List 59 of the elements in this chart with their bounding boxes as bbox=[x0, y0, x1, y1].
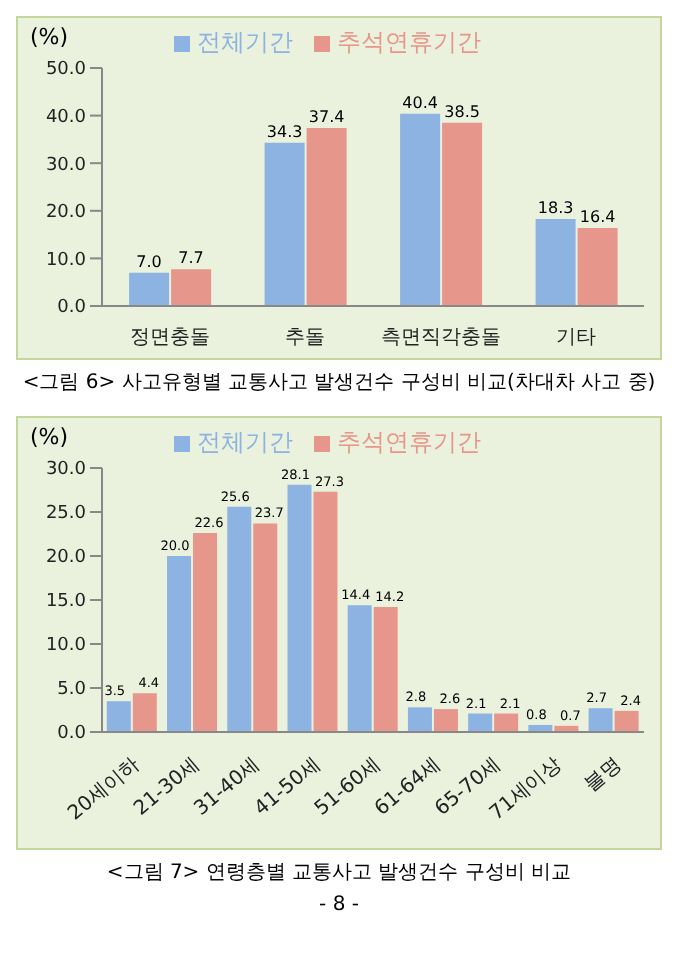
y-tick-label: 30.0 bbox=[45, 155, 87, 176]
data-label: 7.7 bbox=[178, 249, 204, 268]
y-tick-label: 0.0 bbox=[57, 724, 87, 745]
bar bbox=[407, 707, 432, 732]
x-tick-label: 기타 bbox=[556, 326, 597, 349]
y-tick-label: 30.0 bbox=[45, 460, 87, 481]
bar bbox=[306, 127, 347, 306]
legend-label: 전체기간 bbox=[197, 428, 293, 456]
bar bbox=[494, 713, 519, 732]
text: <그림 6> 사고유형별 교통사고 발생건수 구성비 비교(차대차 사고 중) bbox=[20, 370, 658, 396]
bar bbox=[167, 556, 192, 732]
bar bbox=[373, 607, 398, 732]
bar bbox=[577, 227, 618, 306]
data-label: 16.4 bbox=[579, 207, 616, 226]
bar bbox=[253, 523, 278, 732]
x-tick-label: 불명 bbox=[581, 753, 626, 797]
data-label: 7.0 bbox=[136, 252, 162, 271]
legend-label: 전체기간 bbox=[197, 28, 293, 56]
y-tick-label: 0.0 bbox=[57, 298, 87, 319]
data-label: 38.5 bbox=[444, 102, 480, 121]
x-tick-label: 정면충돌 bbox=[129, 326, 210, 349]
bar bbox=[347, 605, 372, 732]
legend-label: 추석연휴기간 bbox=[337, 428, 481, 456]
data-label: 34.3 bbox=[266, 122, 303, 141]
bar bbox=[588, 708, 613, 732]
y-tick-label: 50.0 bbox=[45, 60, 87, 81]
bar bbox=[400, 113, 441, 306]
text: - 8 - bbox=[317, 894, 361, 916]
data-label: 18.3 bbox=[537, 198, 574, 217]
y-tick-label: 5.0 bbox=[57, 680, 87, 701]
bar bbox=[193, 533, 218, 732]
y-tick-label: 10.0 bbox=[45, 636, 87, 657]
bar bbox=[132, 693, 157, 732]
y-tick-label: 20.0 bbox=[45, 203, 87, 224]
y-axis-title: (%) bbox=[30, 24, 69, 50]
y-tick-label: 40.0 bbox=[45, 107, 87, 128]
legend-label: 추석연휴기간 bbox=[337, 28, 481, 56]
bar bbox=[227, 506, 252, 732]
y-axis-title: (%) bbox=[30, 424, 69, 450]
x-tick-label: 측면직각충돌 bbox=[380, 326, 501, 349]
bar bbox=[535, 218, 576, 306]
y-tick-label: 10.0 bbox=[45, 250, 87, 271]
bar bbox=[171, 269, 212, 306]
y-tick-label: 20.0 bbox=[45, 548, 87, 569]
x-tick-label: 추돌 bbox=[285, 326, 326, 349]
y-tick-label: 25.0 bbox=[45, 504, 87, 525]
bar bbox=[468, 713, 493, 732]
text: <그림 7> 연령층별 교통사고 발생건수 구성비 비교 bbox=[104, 860, 574, 886]
bar bbox=[614, 710, 639, 732]
data-label: 37.4 bbox=[308, 107, 345, 126]
bar bbox=[106, 701, 131, 732]
y-tick-label: 15.0 bbox=[45, 592, 87, 613]
bar bbox=[264, 142, 305, 306]
bar bbox=[287, 484, 312, 732]
bar bbox=[433, 709, 458, 732]
data-label: 40.4 bbox=[402, 93, 438, 112]
bar bbox=[442, 122, 483, 306]
bar bbox=[313, 491, 338, 732]
bar bbox=[129, 272, 170, 306]
